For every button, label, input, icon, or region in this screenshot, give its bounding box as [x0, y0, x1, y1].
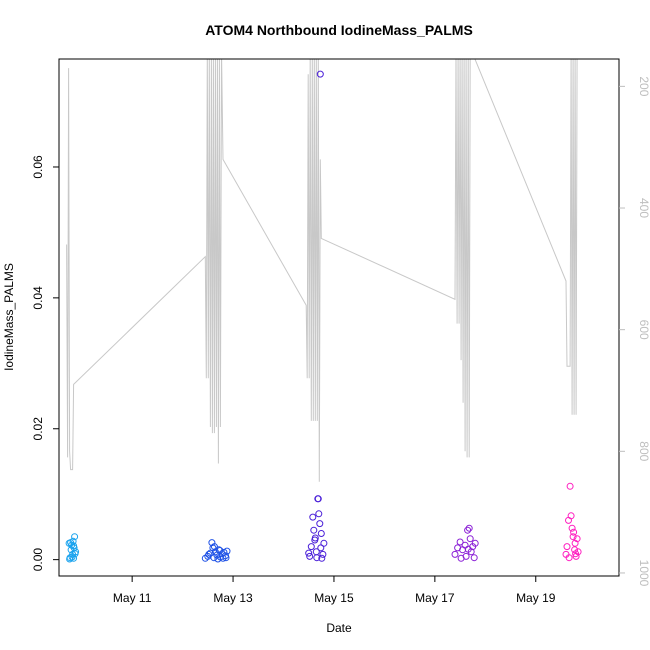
data-point-series-3: [306, 552, 314, 560]
data-point-series-4: [466, 535, 474, 543]
data-point-series-5: [568, 524, 576, 532]
data-point-series-1: [72, 548, 80, 556]
data-point-series-3: [307, 543, 315, 551]
y-tick-label: 0.00: [31, 548, 45, 572]
data-point-series-4: [461, 541, 469, 549]
y2-tick-label: 600: [637, 320, 650, 340]
y-axis-label: IodineMass_PALMS: [2, 263, 16, 371]
data-point-series-3: [314, 495, 322, 503]
data-point-series-3: [317, 530, 325, 537]
data-point-series-4: [457, 554, 465, 562]
pressure-trace-line: [66, 59, 578, 482]
pressure-trace-layer: [66, 59, 578, 482]
data-point-series-2: [211, 548, 219, 556]
data-point-series-1: [70, 542, 78, 550]
data-point-series-4: [456, 538, 464, 546]
x-tick-label: May 13: [213, 591, 253, 605]
data-point-series-3: [305, 549, 313, 557]
data-point-series-5: [563, 543, 571, 551]
chart-title: ATOM4 Northbound IodineMass_PALMS: [205, 22, 473, 38]
data-point-series-5: [572, 550, 580, 558]
data-point-series-5: [567, 512, 575, 520]
x-tick-label: May 17: [415, 591, 455, 605]
data-point-series-3: [320, 539, 328, 547]
x-tick-label: May 15: [314, 591, 354, 605]
data-point-series-3: [315, 510, 323, 518]
y-tick-label: 0.04: [31, 286, 45, 310]
axes-layer: May 11 May 13 May 15 May 17 May 19 0.00 0.02 0.…: [31, 58, 650, 605]
data-point-series-4: [451, 550, 459, 558]
data-point-series-3: [310, 526, 318, 534]
data-point-series-4: [464, 545, 472, 553]
data-point-series-3: [318, 554, 326, 562]
x-axis-label: Date: [326, 621, 352, 635]
data-point-series-3: [311, 534, 319, 542]
data-point-series-5: [571, 546, 579, 554]
data-point-series-2: [210, 543, 218, 551]
data-point-series-1: [68, 553, 76, 561]
data-point-series-1: [70, 554, 78, 562]
data-point-series-2: [205, 550, 213, 558]
data-point-series-2: [222, 554, 230, 562]
data-point-series-5: [569, 533, 577, 541]
y2-tick-label: 800: [637, 441, 650, 461]
data-point-series-3: [309, 513, 317, 521]
data-point-series-2: [216, 547, 224, 554]
y-tick-label: 0.06: [31, 155, 45, 179]
data-point-series-4: [465, 524, 473, 532]
plot-frame: [58, 58, 620, 577]
data-point-series-5: [571, 539, 579, 547]
data-point-series-5: [572, 552, 580, 560]
data-point-series-3: [316, 520, 324, 528]
data-point-series-4: [464, 526, 472, 534]
y2-tick-label: 1000: [637, 560, 650, 587]
data-point-series-2: [223, 547, 231, 555]
y2-tick-label: 200: [637, 76, 650, 96]
x-tick-label: May 11: [113, 591, 152, 605]
data-point-series-3: [316, 70, 324, 78]
y2-tick-label: 400: [637, 198, 650, 218]
data-point-series-3: [313, 554, 321, 562]
data-point-series-5: [573, 535, 581, 543]
data-point-series-5: [570, 528, 578, 536]
data-point-series-3: [319, 550, 327, 558]
data-point-series-5: [565, 554, 573, 562]
points-layer: [65, 70, 582, 563]
x-tick-label: May 19: [516, 591, 556, 605]
data-point-series-4: [471, 539, 479, 547]
data-point-series-1: [71, 533, 79, 541]
data-point-series-4: [470, 554, 478, 562]
y-tick-label: 0.02: [31, 417, 45, 441]
data-point-series-5: [566, 482, 574, 490]
